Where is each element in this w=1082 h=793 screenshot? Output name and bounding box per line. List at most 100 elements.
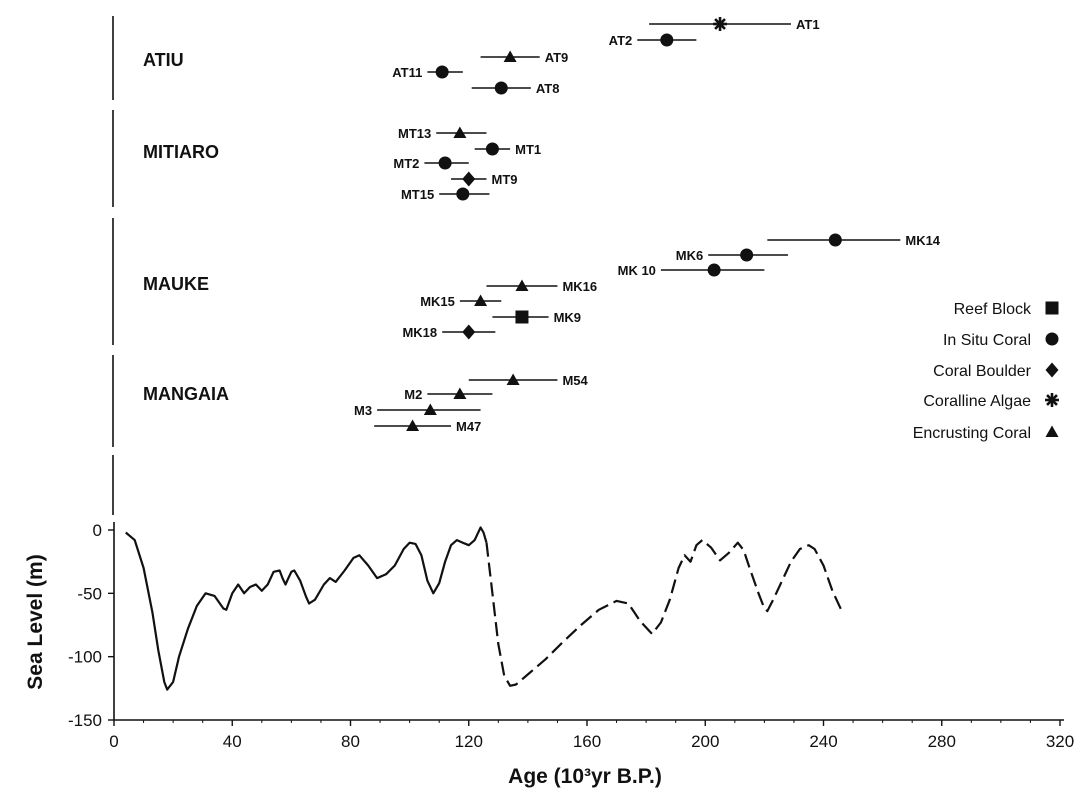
sample-at8: AT8 (471, 81, 560, 96)
sample-marker (453, 126, 467, 138)
sample-label: MT2 (393, 156, 419, 171)
sample-at1: AT1 (649, 17, 820, 32)
sample-marker (494, 81, 508, 95)
legend-marker (1045, 332, 1059, 346)
island-label: MANGAIA (143, 384, 229, 404)
y-axis-title: Sea Level (m) (24, 554, 47, 689)
sample-marker (503, 50, 517, 62)
axes: 0 40 80 120 160 200 240 280 320 0 -50 -100 -150 (68, 521, 1074, 751)
y-tick-label: -150 (68, 711, 102, 730)
sample-label: AT9 (545, 50, 569, 65)
sample-mk18: MK18 (402, 324, 496, 340)
legend-label: Coral Boulder (933, 363, 1032, 380)
sample-label: AT8 (536, 81, 560, 96)
sample-mk9: MK9 (492, 310, 581, 325)
sample-marker (435, 65, 449, 79)
legend-marker (1045, 393, 1059, 407)
legend-marker (1045, 362, 1059, 378)
sample-marker (406, 419, 420, 431)
sample-mt15: MT15 (401, 187, 490, 202)
sample-marker (515, 279, 529, 291)
sample-mk10: MK 10 (618, 263, 765, 278)
sample-at11: AT11 (392, 65, 463, 80)
sample-label: AT1 (796, 17, 820, 32)
sample-marker (456, 187, 470, 201)
sample-m2: M2 (404, 387, 493, 402)
sea-level-line-dashed (485, 539, 846, 687)
legend-item: Coralline Algae (923, 393, 1059, 410)
x-tick-label: 320 (1046, 732, 1074, 751)
x-axis-title: Age (10³yr B.P.) (508, 765, 662, 788)
x-tick-label: 80 (341, 732, 360, 751)
legend-label: Reef Block (954, 301, 1032, 318)
sample-m54: M54 (468, 373, 588, 388)
y-tick-label: -50 (77, 584, 102, 603)
legend-item: Coral Boulder (933, 362, 1059, 380)
sample-mt13: MT13 (398, 126, 487, 141)
sample-marker (485, 142, 499, 156)
sample-label: MK 10 (618, 263, 656, 278)
sample-marker (438, 156, 452, 170)
sample-label: MK16 (562, 279, 597, 294)
sample-label: MK6 (676, 248, 703, 263)
sample-label: AT11 (392, 65, 422, 80)
legend-item: In Situ Coral (943, 332, 1059, 349)
y-tick-label: -100 (68, 648, 102, 667)
sample-label: M3 (354, 403, 372, 418)
sample-marker (423, 403, 437, 415)
sample-m47: M47 (374, 419, 481, 434)
x-tick-label: 120 (455, 732, 483, 751)
sample-at9: AT9 (480, 50, 569, 65)
sample-at2: AT2 (609, 33, 697, 48)
sample-mt2: MT2 (393, 156, 469, 171)
sample-marker (474, 294, 488, 306)
sample-label: MK18 (402, 325, 437, 340)
sample-label: AT2 (609, 33, 633, 48)
sample-label: MK14 (905, 233, 940, 248)
sample-marker (713, 17, 728, 31)
sample-mt1: MT1 (474, 142, 541, 157)
legend-marker (1045, 425, 1059, 437)
sample-label: M47 (456, 419, 481, 434)
sample-label: MK9 (554, 310, 581, 325)
sample-marker (462, 171, 476, 187)
sample-label: MT1 (515, 142, 541, 157)
legend: Reef Block In Situ Coral Coral Boulder Cora… (913, 301, 1059, 442)
legend-label: Encrusting Coral (913, 425, 1031, 442)
x-tick-label: 240 (809, 732, 837, 751)
island-labels: ATIU MITIARO MAUKE MANGAIA (143, 50, 229, 404)
legend-marker (1045, 301, 1059, 315)
sea-level-line-solid (125, 526, 488, 691)
x-tick-label: 280 (928, 732, 956, 751)
legend-label: In Situ Coral (943, 332, 1031, 349)
sample-label: MT15 (401, 187, 434, 202)
legend-item: Reef Block (954, 301, 1059, 318)
sample-label: MT13 (398, 126, 431, 141)
sample-marker (828, 233, 842, 247)
sample-label: MK15 (420, 294, 455, 309)
legend-item: Encrusting Coral (913, 425, 1059, 442)
island-label: MAUKE (143, 274, 209, 294)
island-label: ATIU (143, 50, 184, 70)
x-tick-label: 0 (109, 732, 118, 751)
sample-marker (515, 310, 529, 324)
sample-marker (462, 324, 476, 340)
sample-marker (453, 387, 467, 399)
y-tick-label: 0 (93, 521, 102, 540)
sample-label: M54 (562, 373, 588, 388)
sample-mk14: MK14 (767, 233, 941, 248)
sample-mk16: MK16 (486, 279, 597, 294)
sample-mk6: MK6 (676, 248, 789, 263)
sea-level-curve (125, 526, 846, 691)
sample-marker (707, 263, 721, 277)
legend-label: Coralline Algae (923, 393, 1031, 410)
sample-ages: AT1 AT2 AT9 AT11 AT8 MT13 MT1 MT2 MT9 MT15 MK14 MK6… (354, 17, 941, 434)
sample-mt9: MT9 (451, 171, 517, 187)
x-tick-label: 200 (691, 732, 719, 751)
sample-marker (506, 373, 520, 385)
sample-mk15: MK15 (420, 294, 502, 309)
sample-marker (660, 33, 674, 47)
sample-m3: M3 (354, 403, 481, 418)
sample-label: MT9 (491, 172, 517, 187)
